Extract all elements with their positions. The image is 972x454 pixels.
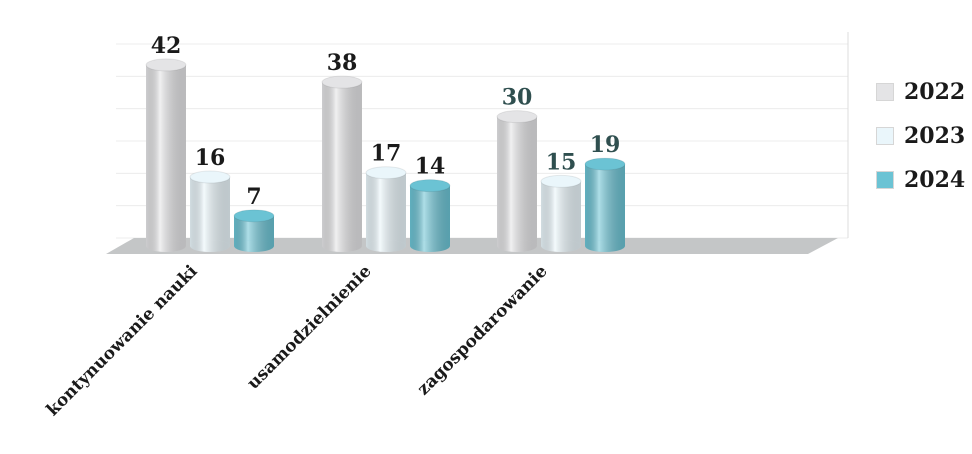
bar-base-shading (541, 240, 581, 252)
legend-swatch-2023 (876, 127, 894, 145)
legend-item-2024: 2024 (876, 158, 965, 202)
chart-floor (106, 238, 838, 254)
legend-label-2024: 2024 (904, 167, 966, 193)
bar-shading (366, 172, 406, 246)
bar-shading (541, 181, 581, 246)
bar-top (496, 110, 538, 124)
bar-base-shading (366, 240, 406, 252)
bar-base-shading (322, 240, 362, 252)
legend-item-2023: 2023 (876, 114, 965, 158)
bar-top (365, 166, 407, 180)
bar-shading (585, 164, 625, 246)
bar-shading (146, 64, 186, 246)
data-label: 42 (151, 33, 182, 59)
data-label: 7 (246, 184, 261, 210)
bar-top (409, 179, 451, 193)
legend-label-2022: 2022 (904, 79, 966, 105)
bar-base-shading (146, 240, 186, 252)
bar-shading (322, 82, 362, 246)
data-label: 14 (415, 154, 446, 180)
legend-item-2022: 2022 (876, 70, 965, 114)
data-label: 19 (590, 132, 621, 158)
category-label: kontynuowanie nauki (43, 261, 202, 420)
data-label: 16 (195, 145, 226, 171)
legend-swatch-2024 (876, 171, 894, 189)
legend: 2022 2023 2024 (876, 70, 965, 202)
bar-base-shading (497, 240, 537, 252)
bar-shading (497, 116, 537, 247)
data-label: 30 (502, 85, 533, 111)
bar-top (540, 174, 582, 188)
category-label: usamodzielnienie (243, 261, 375, 393)
bar-top (233, 209, 275, 223)
data-label: 17 (371, 141, 402, 167)
bar-shading (190, 177, 230, 246)
data-label: 38 (327, 50, 358, 76)
bar-base-shading (234, 240, 274, 252)
bar-top (189, 170, 231, 184)
bar-shading (410, 185, 450, 246)
legend-swatch-2022 (876, 83, 894, 101)
legend-label-2023: 2023 (904, 123, 966, 149)
bar-top (584, 157, 626, 171)
category-label: zagospodarowanie (414, 261, 552, 399)
bar-base-shading (410, 240, 450, 252)
bar-base-shading (190, 240, 230, 252)
data-label: 15 (546, 149, 577, 175)
bar-top (321, 75, 363, 89)
bar-top (145, 58, 187, 72)
bar-base-shading (585, 240, 625, 252)
